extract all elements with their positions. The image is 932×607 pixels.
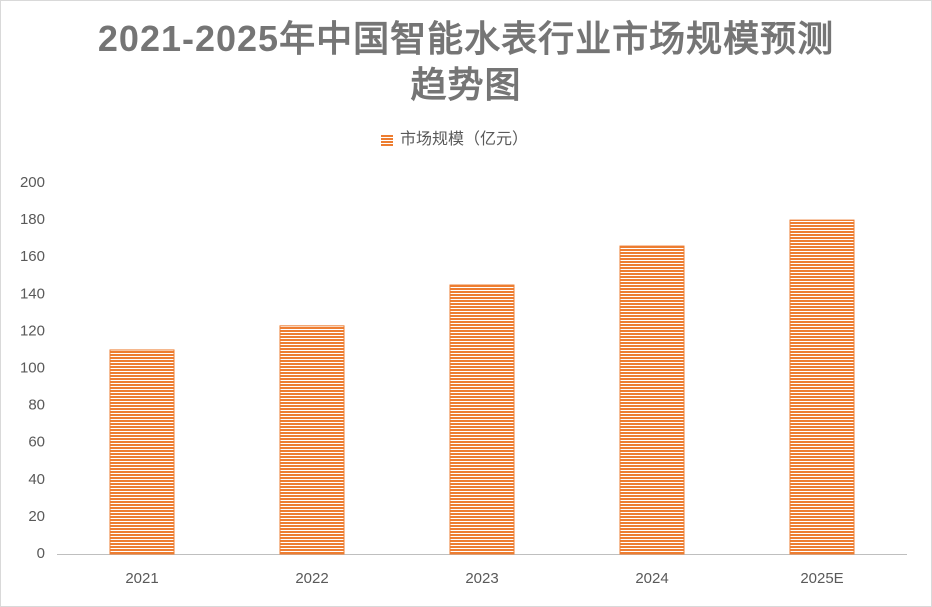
legend-swatch xyxy=(381,134,393,146)
bar xyxy=(109,349,175,555)
y-tick-label: 160 xyxy=(20,248,45,265)
chart-title: 2021-2025年中国智能水表行业市场规模预测趋势图 xyxy=(97,18,835,105)
y-tick-label: 0 xyxy=(37,545,45,562)
y-tick-label: 20 xyxy=(28,508,45,525)
y-tick-label: 80 xyxy=(28,397,45,414)
y-tick-label: 60 xyxy=(28,434,45,451)
y-tick-label: 180 xyxy=(20,211,45,228)
x-tick-label: 2022 xyxy=(295,570,328,587)
x-tick-label: 2021 xyxy=(125,570,158,587)
bar xyxy=(449,284,515,555)
y-tick-label: 40 xyxy=(28,471,45,488)
y-tick-label: 120 xyxy=(20,322,45,339)
x-tick-label: 2025E xyxy=(800,570,843,587)
bar xyxy=(789,219,855,555)
x-tick-label: 2023 xyxy=(465,570,498,587)
y-tick-label: 100 xyxy=(20,359,45,376)
x-tick-label: 2024 xyxy=(635,570,668,587)
bar xyxy=(279,325,345,555)
y-tick-label: 140 xyxy=(20,285,45,302)
y-tick-label: 200 xyxy=(20,174,45,191)
bar xyxy=(619,245,685,555)
legend-label: 市场规模（亿元） xyxy=(400,130,528,148)
